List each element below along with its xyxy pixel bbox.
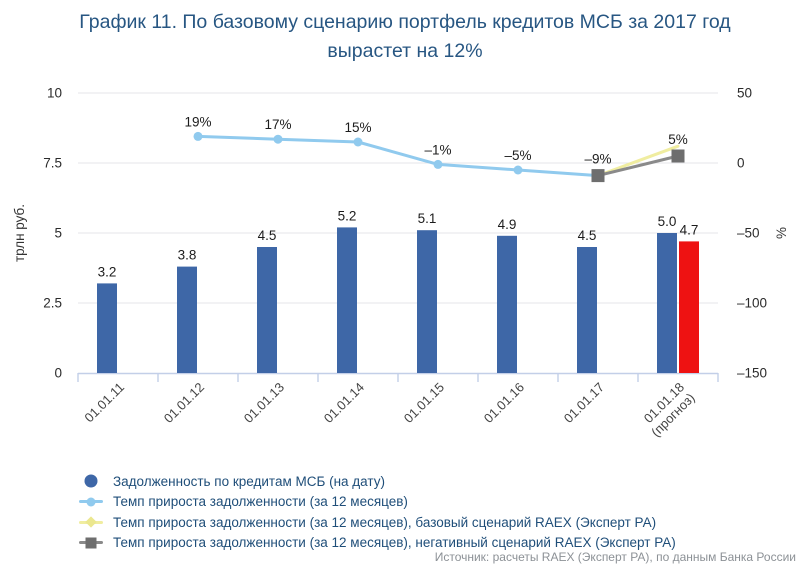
legend-item-growth-rate: Темп прироста задолженности (за 12 месяц… (78, 492, 676, 513)
circle-marker (273, 134, 283, 144)
x-category-label: 01.01.13 (241, 380, 287, 426)
bar-debt (577, 247, 597, 373)
source-note: Источник: расчеты RAEX (Эксперт РА), по … (434, 550, 796, 564)
page-title-line2: вырастет на 12% (327, 40, 483, 62)
x-category-label: 01.01.16 (481, 380, 527, 426)
legend-label: Темп прироста задолженности (за 12 месяц… (113, 514, 657, 530)
line-circle-marker-icon (78, 495, 104, 509)
y-left-tick-label: 7.5 (43, 156, 62, 171)
legend-item-debt: Задолженность по кредитам МСБ (на дату) (78, 471, 676, 492)
bar-forecast-negative (679, 241, 699, 373)
line-series-2 (596, 154, 680, 178)
y-right-tick-label: –50 (737, 226, 760, 241)
x-category-label: 01.01.15 (401, 380, 447, 426)
legend-label: Темп прироста задолженности (за 12 месяц… (113, 494, 408, 510)
bar-value-label: 5.2 (338, 208, 357, 223)
circle-marker-icon (78, 474, 104, 488)
bar-value-label: 3.8 (178, 248, 197, 263)
circle-marker (513, 165, 523, 175)
point-label: 17% (264, 117, 291, 132)
legend: Задолженность по кредитам МСБ (на дату) … (78, 471, 676, 553)
bar-value-label: 4.7 (680, 222, 699, 237)
line-square-marker-icon (78, 536, 104, 550)
y-left-tick-label: 5 (54, 226, 62, 241)
circle-marker (433, 159, 443, 169)
x-category-label: 01.01.12 (161, 380, 207, 426)
page-title: График 11. По базовому сценарию портфель… (0, 8, 810, 66)
y-right-axis-title: % (774, 227, 789, 239)
bar-debt (657, 233, 677, 373)
y-right-tick-label: 50 (737, 86, 752, 101)
bar-debt (257, 247, 277, 373)
circle-marker (193, 131, 203, 141)
x-category-label: 01.01.17 (561, 380, 607, 426)
legend-label: Темп прироста задолженности (за 12 месяц… (113, 535, 676, 551)
bar-value-label: 4.5 (258, 228, 277, 243)
x-category-label: 01.01.14 (321, 380, 367, 426)
page-title-line1: График 11. По базовому сценарию портфель… (79, 11, 731, 33)
bar-debt (497, 235, 517, 373)
line-series-0 (196, 134, 600, 178)
point-label: 5% (668, 132, 688, 147)
bar-debt (97, 283, 117, 373)
bar-value-label: 5.1 (418, 211, 437, 226)
bar-debt (177, 266, 197, 373)
y-left-tick-label: 2.5 (43, 296, 62, 311)
legend-item-negative-scenario: Темп прироста задолженности (за 12 месяц… (78, 533, 676, 554)
point-label: –9% (584, 152, 611, 167)
square-marker (591, 169, 605, 183)
y-right-tick-label: 0 (737, 156, 745, 171)
bar-value-label: 4.5 (578, 228, 597, 243)
y-right-tick-label: –150 (737, 366, 767, 381)
circle-marker (353, 137, 363, 147)
x-category-label: 01.01.18(прогноз) (638, 380, 698, 440)
bar-value-label: 4.9 (498, 217, 517, 232)
point-label: –1% (424, 142, 451, 157)
line-diamond-marker-icon (78, 515, 104, 529)
x-category-label: 01.01.11 (81, 380, 127, 426)
bar-debt (417, 230, 437, 373)
point-label: 19% (184, 114, 211, 129)
legend-item-base-scenario: Темп прироста задолженности (за 12 месяц… (78, 512, 676, 533)
y-left-axis-title: трлн руб. (12, 204, 27, 262)
bar-value-label: 3.2 (98, 264, 117, 279)
line-series-1 (596, 144, 680, 178)
point-label: –5% (504, 148, 531, 163)
bar-value-label: 5.0 (658, 214, 677, 229)
point-label: 15% (344, 120, 371, 135)
bar-debt (337, 227, 357, 373)
y-left-tick-label: 10 (47, 86, 62, 101)
y-left-tick-label: 0 (54, 366, 62, 381)
y-right-tick-label: –100 (737, 296, 767, 311)
legend-label: Задолженность по кредитам МСБ (на дату) (113, 473, 385, 489)
square-marker (671, 149, 685, 163)
